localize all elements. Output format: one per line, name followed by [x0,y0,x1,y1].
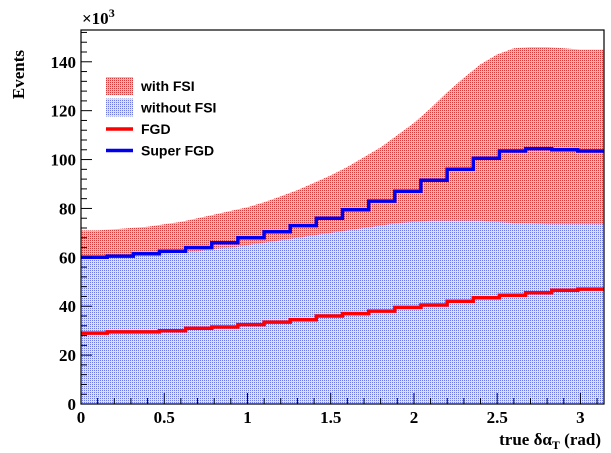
legend-label-fgd: FGD [141,121,171,137]
y-tick-label: 20 [59,346,76,365]
y-tick-label: 140 [51,53,77,72]
x-tick-label: 0 [77,408,86,427]
y-tick-label: 120 [51,102,77,121]
step-line-super-fgd [81,146,604,260]
y-tick-label: 60 [59,248,76,267]
legend-label-with-fsi: with FSI [140,78,195,94]
x-tick-label: 1.5 [320,408,341,427]
y-tick-label: 40 [59,297,76,316]
line-layer [81,146,604,335]
y-axis-multiplier: ×103 [82,6,115,28]
y-tick-label: 100 [51,151,77,170]
x-tick-label: 1 [243,408,252,427]
x-axis-label: true δαT (rad) [499,430,601,452]
y-tick-label: 0 [68,395,77,414]
plot-frame [80,29,605,405]
y-tick-label: 80 [59,199,76,218]
legend: with FSI without FSI FGD Super FGD [106,77,216,159]
y-axis-label: Events [9,50,28,100]
x-tick-label: 3 [576,408,585,427]
x-tick-label: 2 [410,408,419,427]
legend-swatch-without-fsi [106,98,133,117]
step-line-fgd [81,287,604,335]
y-tick-labels: 0 20 40 60 80 100 120 140 [51,53,77,414]
x-tick-label: 0.5 [154,408,175,427]
x-tick-labels: 0 0.5 1 1.5 2 2.5 3 [77,408,585,427]
legend-swatch-with-fsi [106,77,133,95]
x-tick-label: 2.5 [487,408,508,427]
axis-ticks [80,31,598,405]
legend-label-super-fgd: Super FGD [141,143,214,159]
legend-label-without-fsi: without FSI [140,100,216,116]
